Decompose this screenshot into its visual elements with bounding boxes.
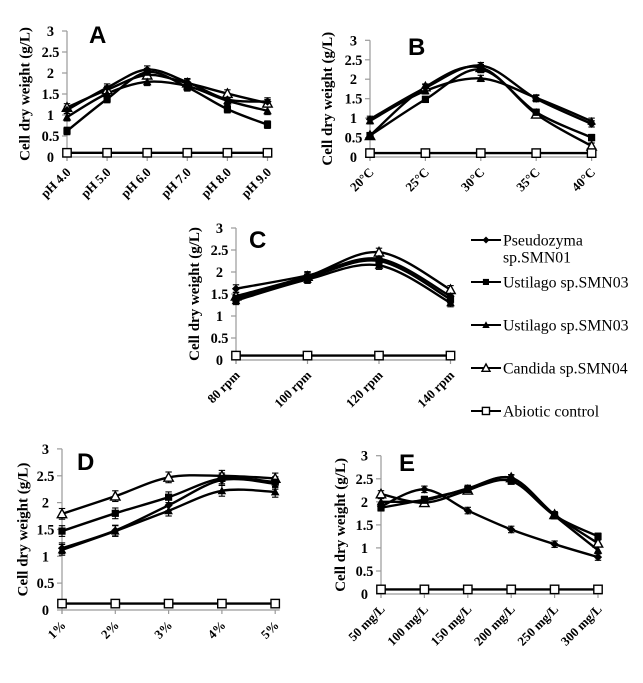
svg-text:3: 3 [350,33,357,49]
svg-text:0: 0 [350,150,357,166]
svg-text:Ustilago sp.SMN03: Ustilago sp.SMN03 [503,275,629,292]
svg-text:1: 1 [216,309,223,325]
svg-text:0: 0 [47,150,54,166]
svg-text:2.5: 2.5 [42,45,60,61]
svg-text:2: 2 [216,265,223,281]
svg-text:1.5: 1.5 [356,518,374,534]
svg-text:Candida sp.SMN04: Candida sp.SMN04 [503,361,628,378]
svg-text:2: 2 [361,495,368,511]
svg-text:3: 3 [216,221,223,237]
svg-text:0: 0 [216,353,223,369]
svg-text:1: 1 [47,108,54,124]
svg-text:Pseudozyma: Pseudozyma [503,233,583,250]
svg-text:Cell dry weight (g/L): Cell dry weight (g/L) [187,227,203,361]
svg-text:sp.SMN01: sp.SMN01 [503,250,571,267]
svg-text:D: D [77,449,94,476]
svg-text:0.5: 0.5 [211,331,229,347]
svg-text:2: 2 [47,66,54,82]
svg-text:Cell dry weight (g/L): Cell dry weight (g/L) [15,463,31,597]
svg-text:3: 3 [361,449,368,465]
svg-text:Abiotic control: Abiotic control [503,404,600,421]
svg-text:0.5: 0.5 [42,129,60,145]
svg-text:B: B [408,34,425,61]
svg-text:0: 0 [361,587,368,603]
svg-text:1.5: 1.5 [345,92,363,108]
svg-text:2: 2 [350,72,357,88]
svg-text:2.5: 2.5 [211,243,229,259]
svg-text:1.5: 1.5 [42,87,60,103]
svg-text:E: E [399,450,415,477]
svg-text:Cell dry weight (g/L): Cell dry weight (g/L) [17,27,33,161]
svg-text:0.5: 0.5 [37,576,55,592]
svg-text:3: 3 [47,24,54,40]
svg-text:2.5: 2.5 [356,472,374,488]
svg-text:2: 2 [42,496,49,512]
svg-text:1.5: 1.5 [211,287,229,303]
svg-text:1: 1 [350,111,357,127]
svg-text:0.5: 0.5 [356,564,374,580]
svg-text:0: 0 [42,603,49,619]
svg-text:C: C [249,227,266,254]
svg-text:Cell dry weight (g/L): Cell dry weight (g/L) [320,32,336,166]
svg-text:Ustilago sp.SMN03: Ustilago sp.SMN03 [503,318,629,335]
svg-text:1: 1 [42,549,49,565]
svg-text:2.5: 2.5 [345,53,363,69]
svg-text:1.5: 1.5 [37,523,55,539]
svg-text:1: 1 [361,541,368,557]
svg-text:0.5: 0.5 [345,131,363,147]
svg-text:A: A [89,22,106,49]
svg-text:Cell dry weight (g/L): Cell dry weight (g/L) [333,458,349,592]
svg-text:2.5: 2.5 [37,469,55,485]
svg-text:3: 3 [42,442,49,458]
